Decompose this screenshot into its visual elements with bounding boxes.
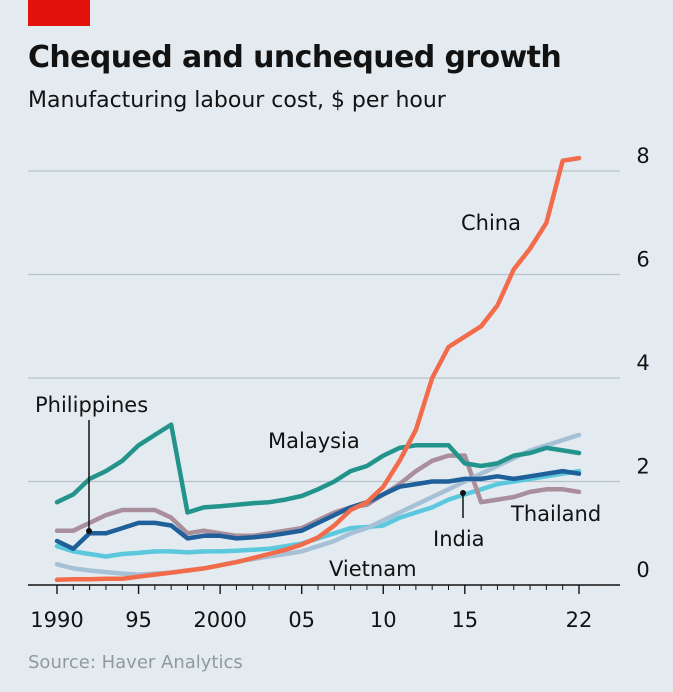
series-line-thailand — [54, 453, 582, 539]
series-line-philippines — [54, 468, 582, 559]
chart-subtitle: Manufacturing labour cost, $ per hour — [28, 88, 446, 113]
x-tick-label-2015: 15 — [451, 608, 478, 632]
gridlines — [28, 170, 620, 586]
series-labels: Philippines Malaysia China Thailand Indi… — [35, 211, 601, 581]
series-line-malaysia — [54, 422, 582, 515]
y-tick-label-0: 0 — [636, 558, 649, 582]
y-tick-label-4: 4 — [636, 351, 649, 375]
philippines-pointer-dot — [86, 528, 92, 534]
label-vietnam: Vietnam — [329, 557, 417, 581]
brand-tag — [28, 0, 90, 26]
chart-title: Chequed and unchequed growth — [28, 40, 562, 75]
label-thailand: Thailand — [510, 502, 601, 526]
y-tick-label-2: 2 — [636, 455, 649, 479]
series-lines — [54, 155, 582, 583]
label-pointers — [86, 420, 466, 534]
label-malaysia: Malaysia — [268, 429, 360, 453]
label-philippines: Philippines — [35, 393, 148, 417]
label-china: China — [461, 211, 521, 235]
y-tick-label-8: 8 — [636, 144, 649, 168]
series-line-india — [54, 468, 582, 552]
y-axis-ticks: 0 2 4 6 8 — [636, 144, 649, 582]
x-tick-label-2005: 05 — [288, 608, 315, 632]
x-tick-label-2000: 2000 — [193, 608, 246, 632]
x-tick-label-1990: 1990 — [30, 608, 83, 632]
label-india: India — [433, 527, 485, 551]
x-tick-label-2010: 10 — [370, 608, 397, 632]
x-axis-ticks: 1990 95 2000 05 10 15 22 — [30, 585, 592, 632]
series-line-china — [54, 155, 582, 583]
source-note: Source: Haver Analytics — [28, 652, 243, 673]
x-tick-label-1995: 95 — [125, 608, 152, 632]
y-tick-label-6: 6 — [636, 248, 649, 272]
x-tick-label-2022: 22 — [566, 608, 593, 632]
india-pointer-dot — [460, 490, 466, 496]
